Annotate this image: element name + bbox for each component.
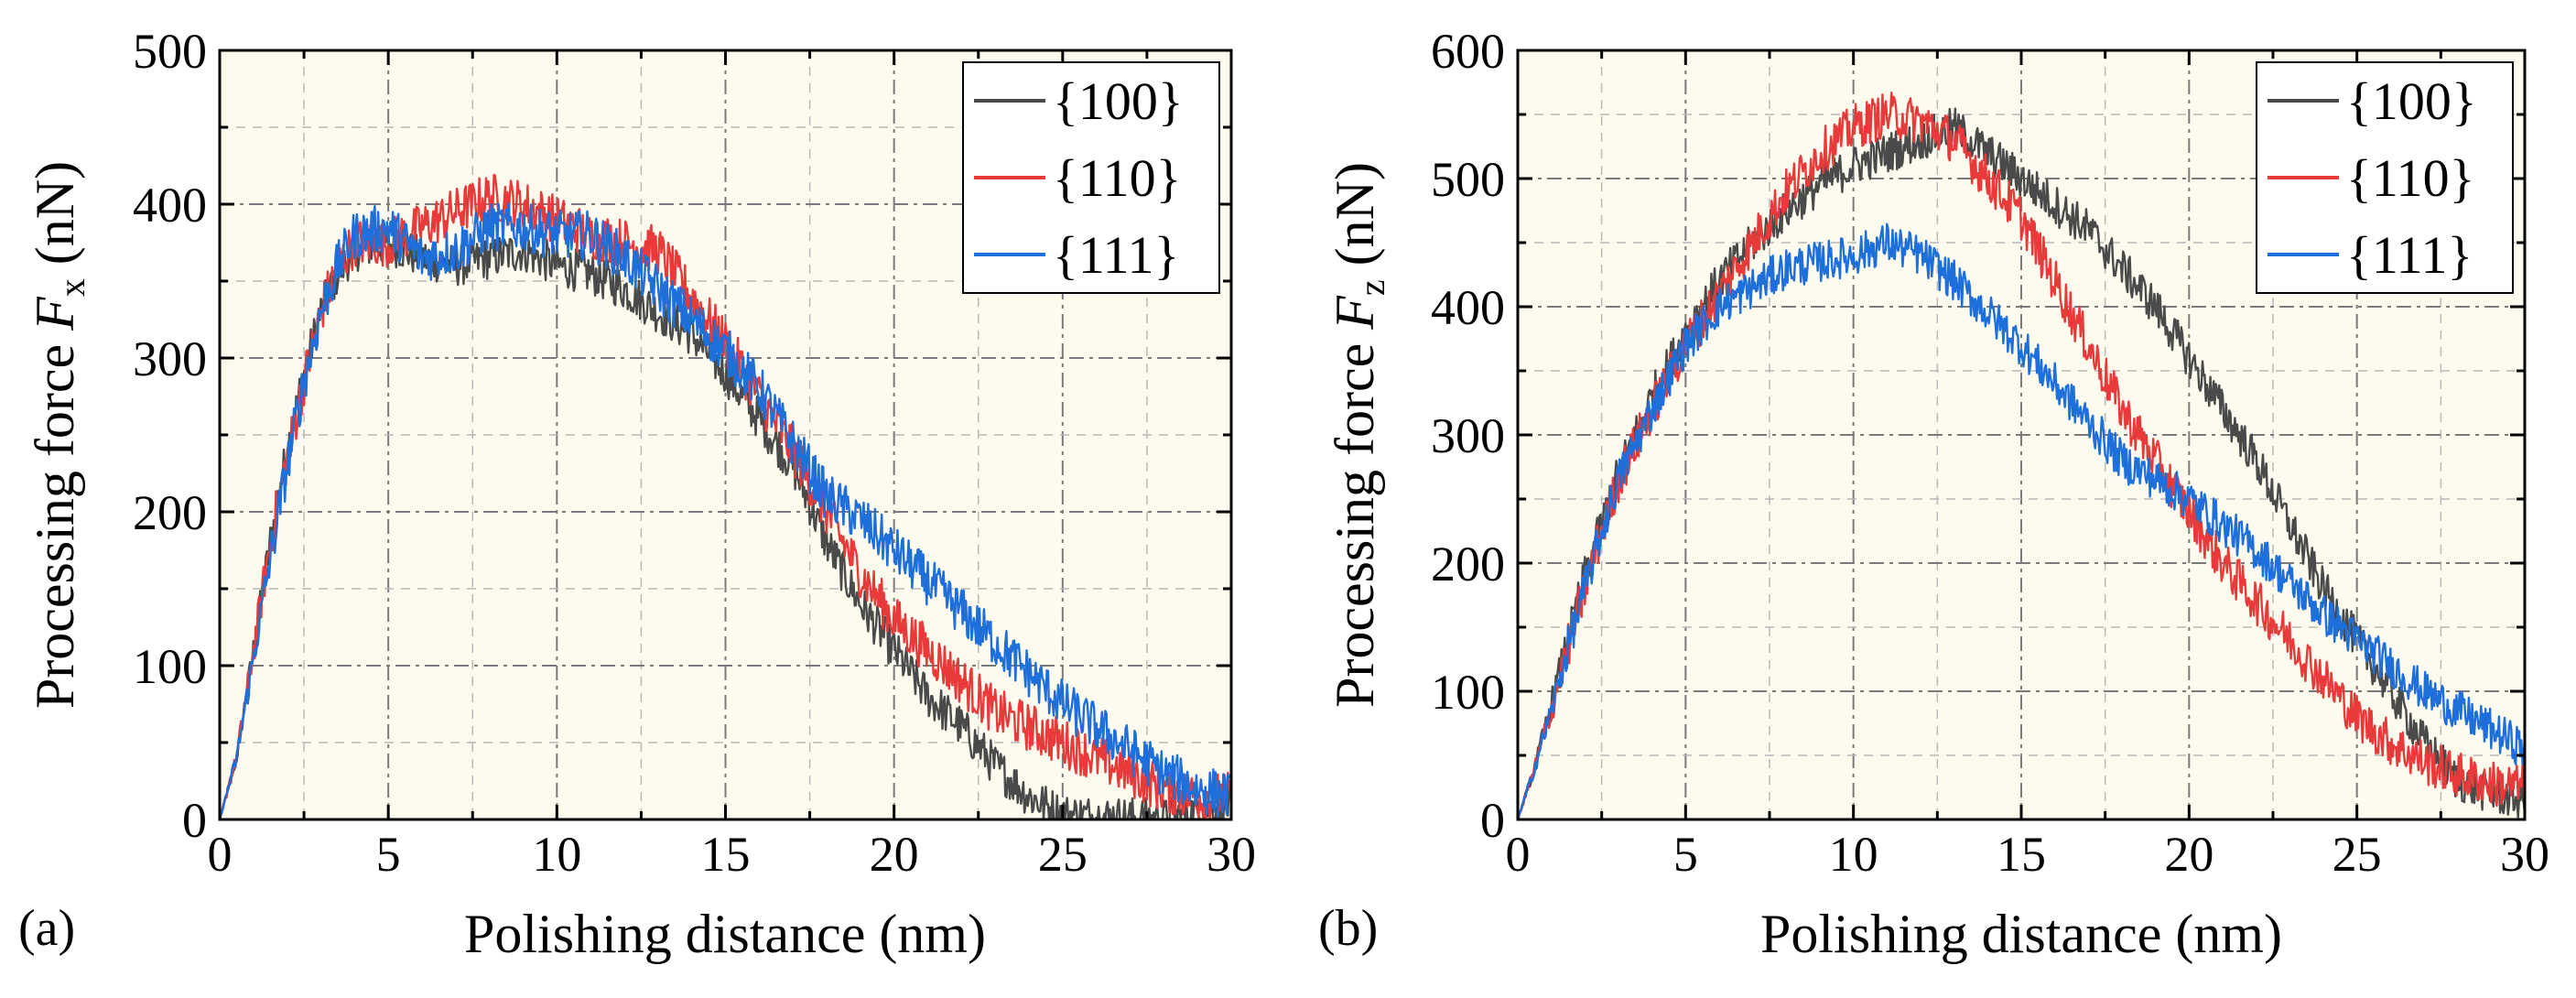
panel-b-y-tick-label: 200 [1431, 537, 1505, 591]
panel-a-legend-label-110: {110} [1053, 148, 1182, 208]
panel-a-x-axis-label: Polishing distance (nm) [464, 904, 986, 964]
panel-b-series-group [1516, 91, 2527, 820]
panel-b-label: (b) [1318, 900, 1378, 957]
panel-b-legend-label-100: {100} [2346, 71, 2477, 131]
panel-b-y-tick-label: 300 [1431, 408, 1505, 463]
panel-a-x-tick-label: 30 [1207, 827, 1256, 882]
panel-b-x-tick-label: 5 [1673, 827, 1698, 882]
panel-a-y-tick-label: 0 [182, 793, 207, 848]
panel-b-y-tick-label: 600 [1431, 24, 1505, 79]
panel-b-x-tick-label: 25 [2332, 827, 2382, 882]
panel-a-x-tick-label: 20 [870, 827, 919, 882]
panel-b-y-tick-label: 0 [1480, 793, 1505, 848]
panel-a-y-tick-label: 500 [133, 24, 207, 79]
panel-a-x-tick-label: 0 [208, 827, 233, 882]
panel-a-y-tick-label: 200 [133, 485, 207, 540]
panel-b-ticks [1516, 49, 2527, 821]
panel-b-x-tick-label: 10 [1829, 827, 1878, 882]
panel-b-y-tick-label: 500 [1431, 152, 1505, 207]
panel-b-x-tick-label: 0 [1506, 827, 1531, 882]
panel-a-y-tick-label: 300 [133, 331, 207, 386]
panel-b-legend: {100} {110} {111} [2256, 61, 2514, 294]
panel-a-y-tick-label: 100 [133, 639, 207, 694]
panel-b-y-tick-label: 400 [1431, 280, 1505, 335]
panel-a-y-tick-label: 400 [133, 178, 207, 233]
panel-b-x-axis-label: Polishing distance (nm) [1760, 904, 2282, 964]
panel-b-y-tick-label: 100 [1431, 665, 1505, 720]
panel-a-y-axis-label: Processing force Fx (nN) [25, 161, 92, 709]
panel-b-legend-label-111: {111} [2346, 225, 2473, 285]
panel-b-x-tick-label: 20 [2164, 827, 2213, 882]
panel-a-legend-label-111: {111} [1053, 225, 1179, 285]
panel-a-x-tick-label: 25 [1038, 827, 1088, 882]
panel-a-x-tick-label: 15 [701, 827, 751, 882]
panel-a-series-111 [218, 201, 1233, 820]
panel-a-label: (a) [18, 900, 75, 957]
panel-b-legend-label-110: {110} [2346, 148, 2475, 208]
panel-b-x-tick-label: 15 [1997, 827, 2046, 882]
panel-b-series-111 [1516, 222, 2527, 820]
panel-b-series-110 [1516, 91, 2527, 820]
panel-b-y-axis-label: Processing force Fz (nN) [1325, 162, 1392, 708]
panel-a-x-tick-label: 5 [376, 827, 401, 882]
panel-a-x-tick-label: 10 [532, 827, 581, 882]
panel-b-x-tick-label: 30 [2500, 827, 2549, 882]
panel-a-legend-label-100: {100} [1053, 71, 1184, 131]
panel-a-legend: {100} {110} {111} [962, 61, 1220, 294]
panel-a-ticks [218, 49, 1233, 821]
